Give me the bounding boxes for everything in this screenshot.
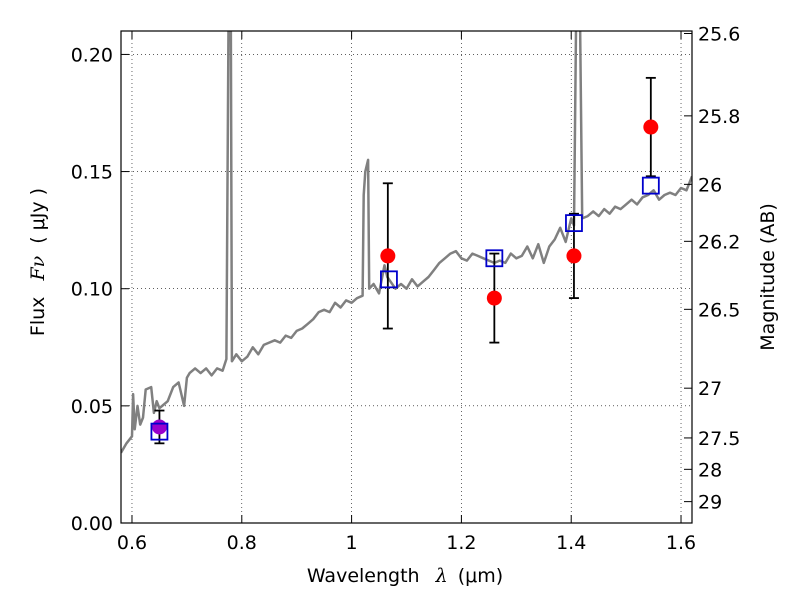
x-tick-label: 1 (346, 532, 358, 554)
model-flux-square (485, 249, 504, 268)
x-axis-symbol: λ (435, 565, 448, 587)
magnitude-tick-label: 26.2 (698, 231, 740, 253)
magnitude-tick-label: 29 (698, 492, 722, 514)
magnitude-tick-label: 26.5 (698, 299, 740, 321)
y-axis-title: Flux Fν ( μJy ) (27, 188, 49, 336)
observed-flux-point (486, 290, 502, 306)
x-tick-label: 0.6 (117, 532, 147, 554)
y-tick-label: 0.15 (71, 162, 113, 184)
y-tick-label: 0.20 (71, 44, 113, 66)
magnitude-axis-label: Magnitude (AB) (757, 203, 779, 351)
observed-flux-point (151, 419, 167, 435)
magnitude-tick-label: 27.5 (698, 428, 740, 450)
model-flux-square (641, 176, 660, 195)
plot-frame (120, 30, 693, 524)
model-flux-square (565, 214, 583, 233)
x-axis-label: Wavelength (307, 565, 420, 587)
magnitude-tick-label: 28 (698, 459, 722, 481)
x-tick-label: 1.6 (666, 532, 696, 554)
y-tick-label: 0.05 (71, 396, 113, 418)
svg-text:Wavelength λ (μm): Wavelength λ (μm) (307, 565, 503, 587)
observed-flux-point (566, 248, 582, 264)
y-axis-symbol: Fν (27, 255, 49, 281)
magnitude-tick-label: 25.8 (698, 106, 740, 128)
x-axis-title: Wavelength λ (μm) (307, 565, 503, 587)
x-tick-label: 1.2 (446, 532, 476, 554)
y-tick-label: 0.10 (71, 279, 113, 301)
observed-flux-point (643, 119, 659, 135)
x-tick-label: 1.4 (556, 532, 586, 554)
axis-ticks: 0.6 0.8 1 1.2 1.4 1.6 0.00 0.05 0.10 0.15 0.20 25.6… (71, 24, 741, 554)
y-axis-label: Flux (27, 297, 49, 337)
y-tick-label: 0.00 (71, 513, 113, 535)
y-axis-unit: ( μJy ) (27, 188, 49, 244)
magnitude-tick-label: 25.6 (698, 24, 740, 46)
plot-content (121, 31, 692, 454)
data-layer (121, 31, 692, 454)
model-flux-square (150, 422, 169, 441)
model-flux-square (380, 270, 398, 289)
model-spectrum-line (121, 31, 692, 454)
observed-flux-point (380, 248, 396, 264)
svg-text:Flux Fν ( μJy ): Flux Fν ( μJy ) (27, 188, 49, 336)
right-axis-title: Magnitude (AB) (757, 203, 779, 351)
magnitude-tick-label: 27 (698, 378, 722, 400)
x-tick-label: 0.8 (227, 532, 257, 554)
x-axis-unit: (μm) (458, 565, 503, 587)
magnitude-tick-label: 26 (698, 174, 722, 196)
